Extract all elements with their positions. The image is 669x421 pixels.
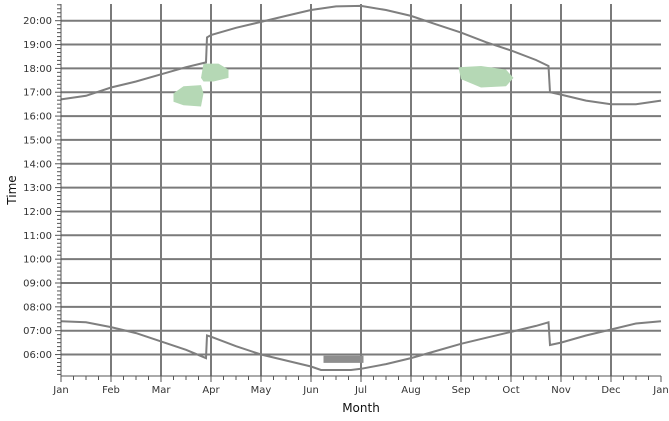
y-tick-label: 08:00 xyxy=(23,302,52,313)
y-tick-label: 19:00 xyxy=(23,40,52,51)
x-tick-label: Aug xyxy=(401,385,421,396)
y-tick-label: 15:00 xyxy=(23,135,52,146)
y-axis-title: Time xyxy=(5,175,19,205)
x-tick-label: Jan xyxy=(652,385,668,396)
y-tick-label: 12:00 xyxy=(23,207,52,218)
x-tick-label: Jan xyxy=(52,385,68,396)
shaded-region xyxy=(458,66,514,88)
x-tick-label: May xyxy=(251,385,272,396)
grid xyxy=(61,4,661,376)
shaded-region xyxy=(173,85,204,107)
y-tick-label: 20:00 xyxy=(23,16,52,27)
x-tick-label: Mar xyxy=(152,385,172,396)
y-tick-label: 14:00 xyxy=(23,159,52,170)
x-tick-label: Sep xyxy=(452,385,471,396)
y-tick-label: 09:00 xyxy=(23,279,52,290)
y-tick-labels: 06:00 07:00 08:00 09:00 10:00 11:00 12:00 13:00… xyxy=(23,16,52,361)
x-tick-label: Nov xyxy=(551,385,571,396)
x-tick-label: Jul xyxy=(354,385,367,396)
series-line xyxy=(60,4,662,106)
axes xyxy=(55,4,662,382)
y-tick-label: 10:00 xyxy=(23,255,52,266)
y-tick-label: 18:00 xyxy=(23,64,52,75)
x-tick-labels: Jan Feb Mar Apr May Jun Jul Aug Sep Oct Nov Dec Jan xyxy=(52,385,668,396)
y-tick-label: 07:00 xyxy=(23,326,52,337)
x-tick-label: Oct xyxy=(502,385,519,396)
x-axis-title: Month xyxy=(342,401,380,415)
y-tick-label: 11:00 xyxy=(23,231,52,242)
series-line xyxy=(60,320,662,371)
y-tick-label: 16:00 xyxy=(23,112,52,123)
x-tick-label: Apr xyxy=(202,385,220,396)
series-lines xyxy=(60,4,662,371)
shaded-region xyxy=(323,355,364,363)
x-tick-label: Dec xyxy=(601,385,620,396)
shaded-regions xyxy=(173,63,514,363)
x-tick-label: Feb xyxy=(102,385,120,396)
x-tick-label: Jun xyxy=(302,385,319,396)
y-tick-label: 06:00 xyxy=(23,350,52,361)
shaded-region xyxy=(201,63,229,82)
y-tick-label: 17:00 xyxy=(23,88,52,99)
y-tick-label: 13:00 xyxy=(23,183,52,194)
